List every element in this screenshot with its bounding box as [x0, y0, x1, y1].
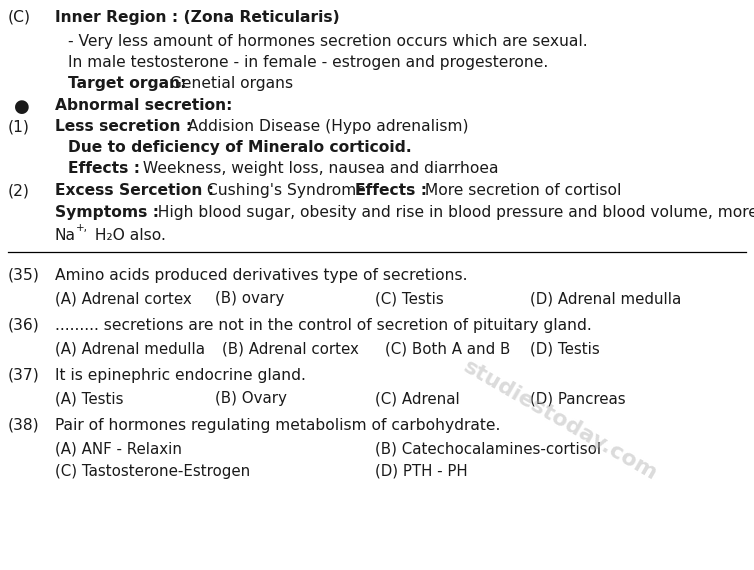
Text: studiestoday.com: studiestoday.com	[459, 356, 661, 484]
Text: +,: +,	[76, 223, 88, 233]
Text: - Very less amount of hormones secretion occurs which are sexual.: - Very less amount of hormones secretion…	[68, 34, 587, 49]
Text: Amino acids produced derivatives type of secretions.: Amino acids produced derivatives type of…	[55, 268, 467, 283]
Text: (B) Adrenal cortex: (B) Adrenal cortex	[222, 341, 359, 356]
Text: (B) ovary: (B) ovary	[215, 291, 284, 306]
Text: (C) Adrenal: (C) Adrenal	[375, 391, 460, 406]
Text: (D) Pancreas: (D) Pancreas	[530, 391, 626, 406]
Text: Effects :: Effects :	[68, 161, 140, 176]
Text: (A) Adrenal medulla: (A) Adrenal medulla	[55, 341, 205, 356]
Text: Due to deficiency of Mineralo corticoid.: Due to deficiency of Mineralo corticoid.	[68, 140, 412, 155]
Text: (C) Tastosterone-Estrogen: (C) Tastosterone-Estrogen	[55, 464, 250, 479]
Text: Abnormal secretion:: Abnormal secretion:	[55, 98, 232, 113]
Text: (C) Both A and B: (C) Both A and B	[385, 341, 510, 356]
Text: Inner Region : (Zona Reticularis): Inner Region : (Zona Reticularis)	[55, 10, 340, 25]
Text: Cushing's Syndrome: Cushing's Syndrome	[202, 183, 366, 198]
Text: (C) Testis: (C) Testis	[375, 291, 444, 306]
Text: (B) Catechocalamines-cortisol: (B) Catechocalamines-cortisol	[375, 441, 601, 456]
Text: (1): (1)	[8, 119, 30, 134]
Text: Genetial organs: Genetial organs	[165, 76, 293, 91]
Text: More secretion of cortisol: More secretion of cortisol	[420, 183, 621, 198]
Text: (B) Ovary: (B) Ovary	[215, 391, 287, 406]
Text: (2): (2)	[8, 183, 30, 198]
Text: ......... secretions are not in the control of secretion of pituitary gland.: ......... secretions are not in the cont…	[55, 318, 592, 333]
Text: Less secretion :: Less secretion :	[55, 119, 192, 134]
Text: (A) Testis: (A) Testis	[55, 391, 124, 406]
Text: Addision Disease (Hypo adrenalism): Addision Disease (Hypo adrenalism)	[178, 119, 468, 134]
Text: Excess Sercetion :: Excess Sercetion :	[55, 183, 214, 198]
Text: It is epinephric endocrine gland.: It is epinephric endocrine gland.	[55, 368, 306, 383]
Text: Pair of hormones regulating metabolism of carbohydrate.: Pair of hormones regulating metabolism o…	[55, 418, 501, 433]
Text: (36): (36)	[8, 318, 40, 333]
Text: (37): (37)	[8, 368, 40, 383]
Text: (35): (35)	[8, 268, 40, 283]
Text: (D) Adrenal medulla: (D) Adrenal medulla	[530, 291, 682, 306]
Text: (38): (38)	[8, 418, 40, 433]
Text: In male testosterone - in female - estrogen and progesterone.: In male testosterone - in female - estro…	[68, 55, 548, 70]
Text: (C): (C)	[8, 10, 31, 25]
Text: (D) Testis: (D) Testis	[530, 341, 599, 356]
Text: H₂O also.: H₂O also.	[90, 228, 166, 243]
Text: High blood sugar, obesity and rise in blood pressure and blood volume, more amou: High blood sugar, obesity and rise in bl…	[148, 205, 754, 220]
Text: Weekness, weight loss, nausea and diarrhoea: Weekness, weight loss, nausea and diarrh…	[138, 161, 498, 176]
Text: ●: ●	[14, 98, 29, 116]
Text: (A) Adrenal cortex: (A) Adrenal cortex	[55, 291, 192, 306]
Text: (D) PTH - PH: (D) PTH - PH	[375, 464, 467, 479]
Text: Na: Na	[55, 228, 76, 243]
Text: (A) ANF - Relaxin: (A) ANF - Relaxin	[55, 441, 182, 456]
Text: Symptoms :: Symptoms :	[55, 205, 159, 220]
Text: Effects :: Effects :	[355, 183, 427, 198]
Text: Target organ:: Target organ:	[68, 76, 186, 91]
